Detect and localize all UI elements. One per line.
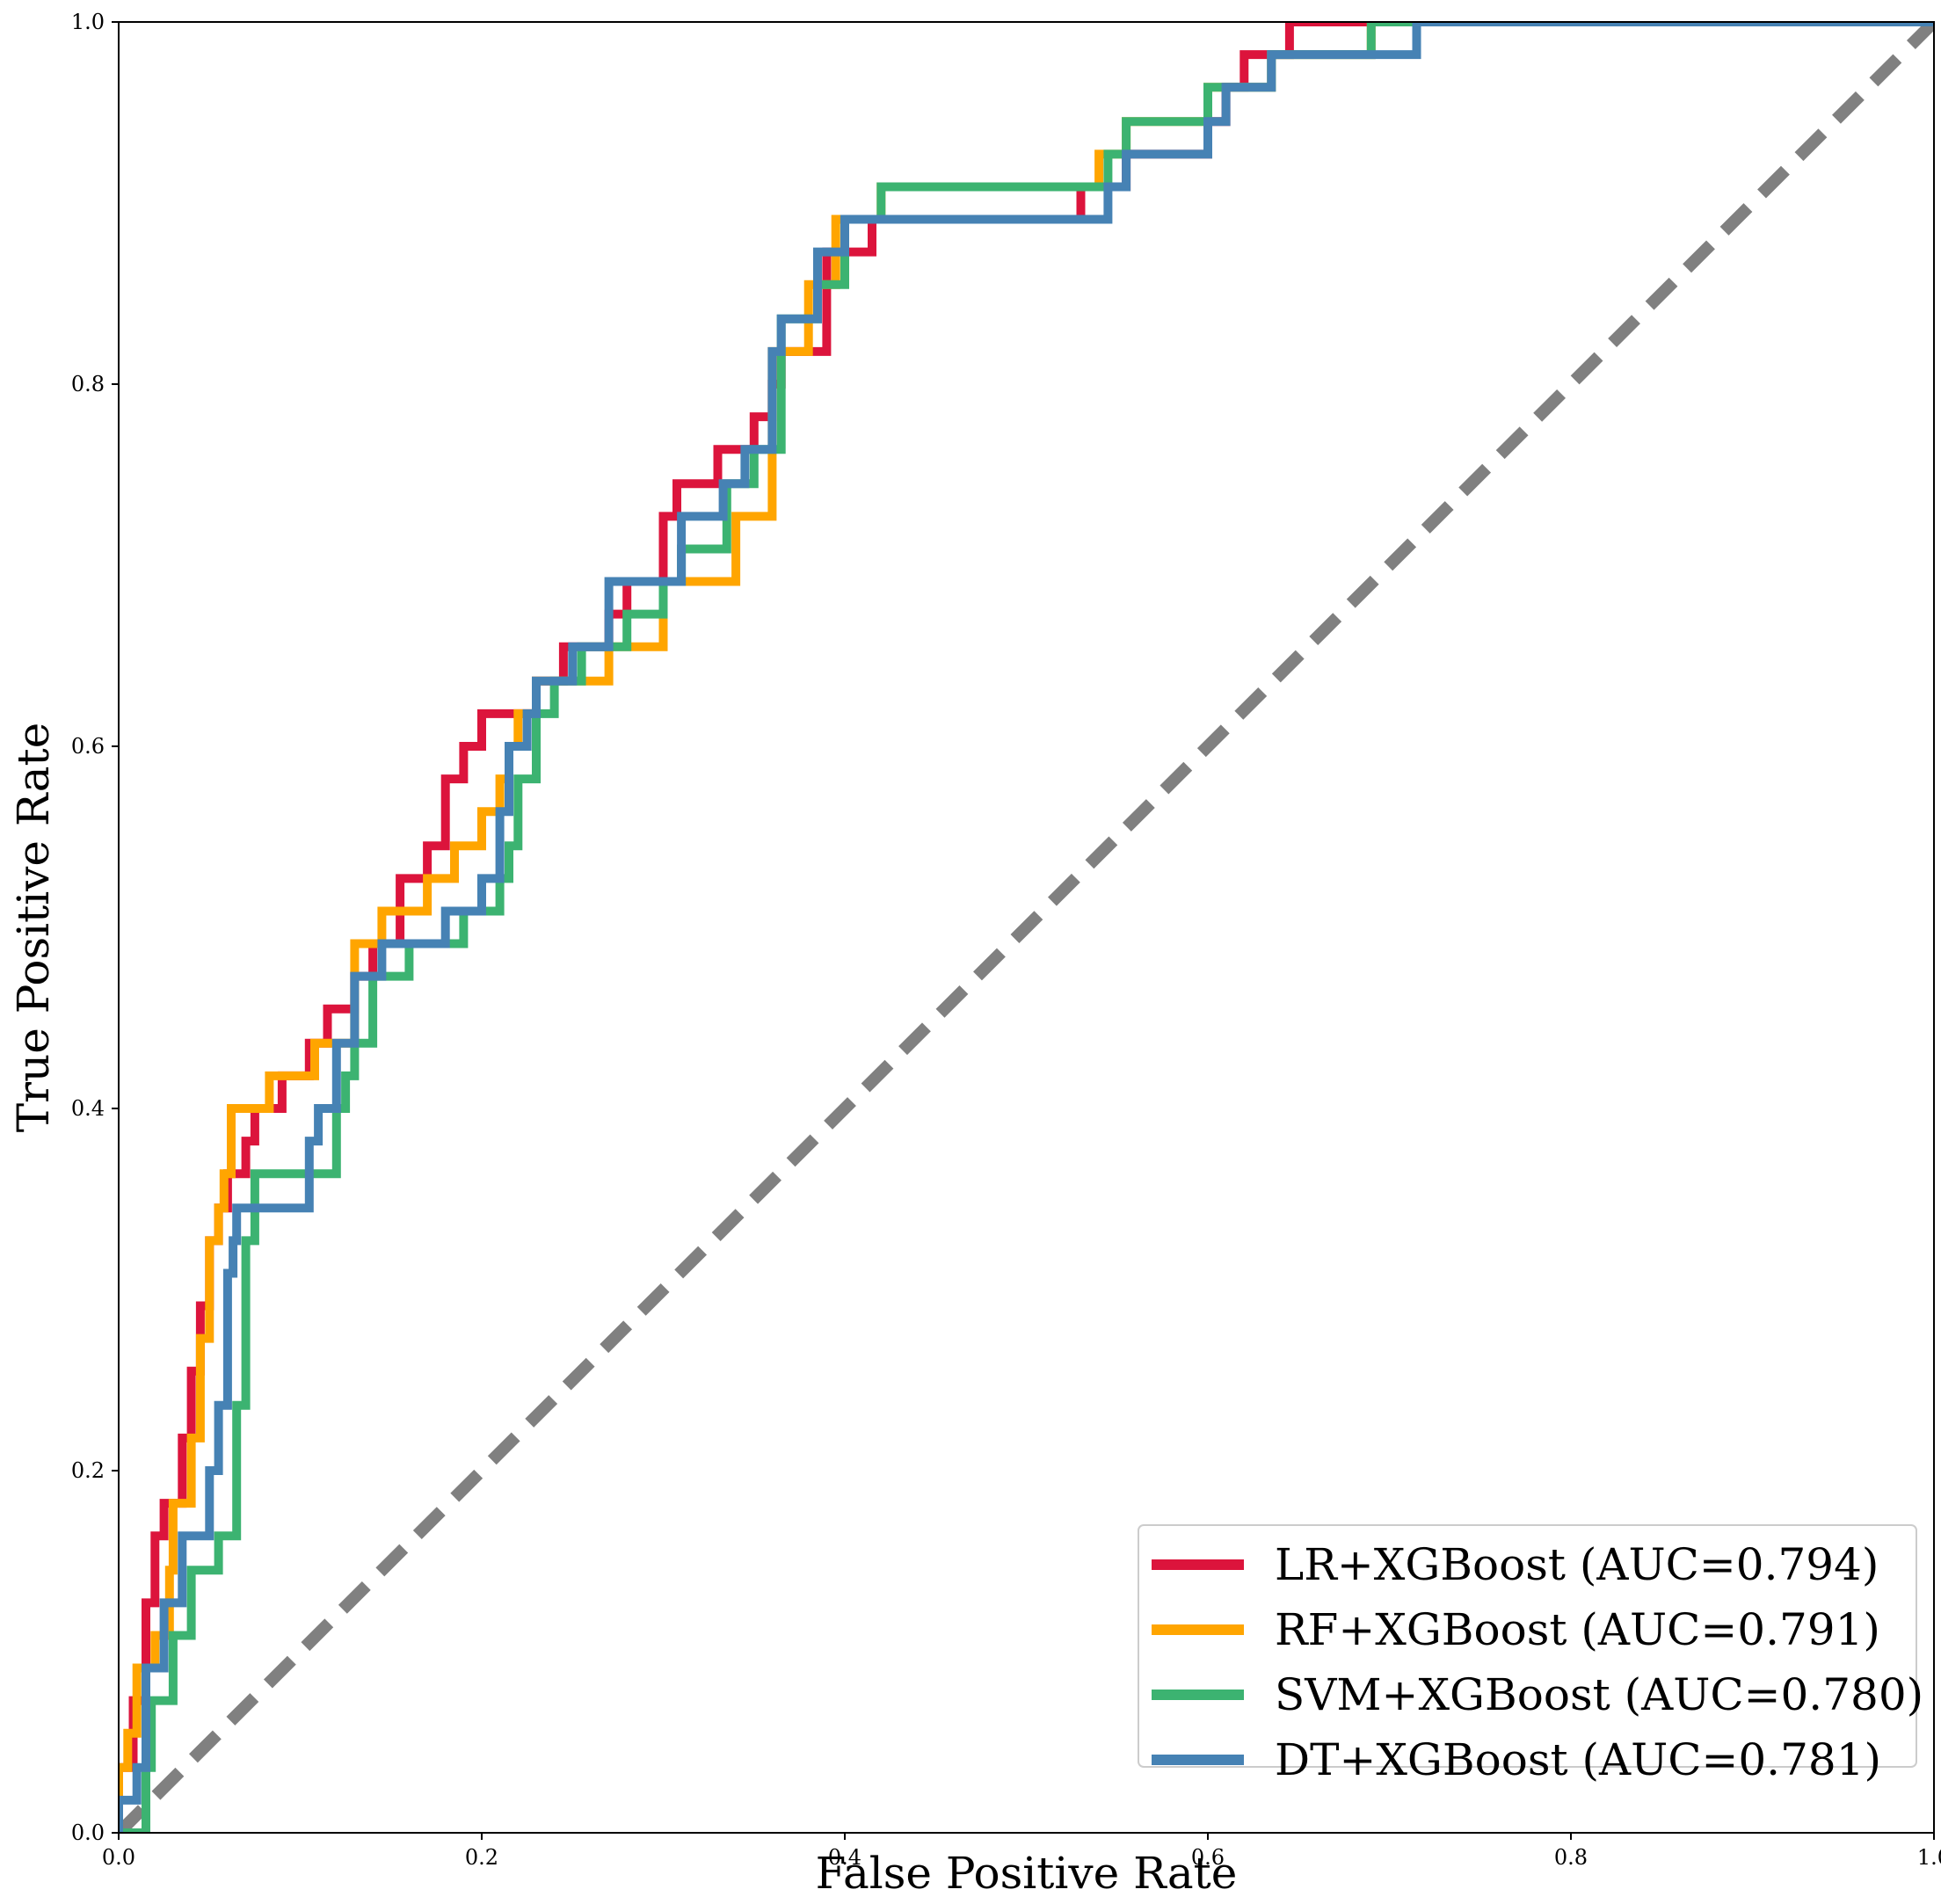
y-tick-label: 0.6 bbox=[71, 734, 105, 759]
y-tick-label: 0.2 bbox=[71, 1458, 105, 1483]
plot-frame bbox=[118, 21, 1935, 1834]
x-tick-label: 0.6 bbox=[1191, 1845, 1225, 1870]
y-tick-label: 0.8 bbox=[71, 372, 105, 396]
roc-series-line-2 bbox=[119, 22, 1934, 1833]
legend-label-1: RF+XGBoost (AUC=0.791) bbox=[1275, 1604, 1880, 1655]
legend-label-3: DT+XGBoost (AUC=0.781) bbox=[1275, 1734, 1881, 1785]
x-axis-title: False Positive Rate bbox=[816, 1848, 1238, 1899]
y-tick-label: 0.4 bbox=[71, 1096, 105, 1121]
x-tick-label: 0.2 bbox=[465, 1845, 498, 1870]
legend-box bbox=[1138, 1524, 1917, 1768]
reference-diagonal-line bbox=[119, 22, 1934, 1833]
x-tick-label: 0.8 bbox=[1554, 1845, 1588, 1870]
legend-label-0: LR+XGBoost (AUC=0.794) bbox=[1275, 1539, 1879, 1590]
y-tick-label: 0.0 bbox=[71, 1820, 105, 1845]
y-axis: 0.0 0.2 0.4 0.6 0.8 1.0 bbox=[71, 10, 119, 1845]
y-axis-title: True Positive Rate bbox=[8, 723, 59, 1132]
x-tick-label: 1.0 bbox=[1917, 1845, 1941, 1870]
roc-series-line-3 bbox=[119, 22, 1934, 1833]
reference-layer bbox=[119, 22, 1934, 1833]
y-tick-label: 1.0 bbox=[71, 10, 105, 34]
series-layer bbox=[119, 22, 1934, 1833]
legend-label-2: SVM+XGBoost (AUC=0.780) bbox=[1275, 1669, 1923, 1720]
legend: LR+XGBoost (AUC=0.794) RF+XGBoost (AUC=0.… bbox=[1138, 1524, 1923, 1785]
x-tick-label: 0.4 bbox=[828, 1845, 861, 1870]
x-axis: 0.0 0.2 0.4 0.6 0.8 1.0 bbox=[102, 1833, 1941, 1870]
x-tick-label: 0.0 bbox=[102, 1845, 135, 1870]
